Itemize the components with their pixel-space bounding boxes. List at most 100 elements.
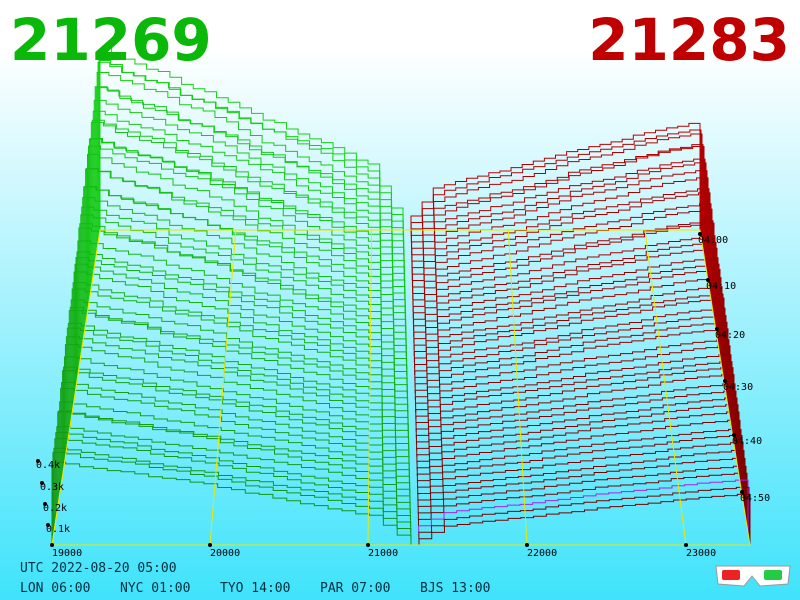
ask-depth-line — [417, 457, 746, 514]
price-label: 22000 — [527, 548, 557, 559]
bid-depth-line — [85, 168, 406, 325]
bid-depth-line — [64, 344, 410, 457]
bid-depth-line — [96, 71, 404, 249]
bid-depth-line — [82, 197, 407, 344]
bid-depth-line — [58, 410, 411, 501]
city-clock: LON 06:00 — [20, 581, 90, 596]
ask-depth-line — [411, 177, 709, 281]
bid-depth-line — [74, 263, 408, 394]
bid-depth-line — [91, 119, 405, 281]
ask-depth-line — [414, 297, 725, 382]
ask-depth-line — [417, 450, 745, 508]
city-clock: BJS 13:00 — [420, 581, 490, 596]
bid-depth-line — [59, 401, 411, 495]
ask-depth-line — [417, 428, 742, 489]
ask-depth-line — [415, 367, 734, 438]
bid-depth-line — [52, 451, 412, 539]
bid-price: 21269 — [10, 6, 212, 74]
ask-depth-line — [418, 486, 750, 539]
bid-depth-line — [61, 382, 410, 482]
bid-depth-line — [90, 121, 405, 287]
ask-depth-line — [413, 268, 721, 356]
city-clock: PAR 07:00 — [320, 581, 390, 596]
glasses-icon — [715, 565, 791, 587]
ask-depth-line — [418, 479, 749, 533]
bid-depth-line — [66, 327, 409, 445]
bid-depth-line — [94, 86, 405, 262]
ask-depth-line — [414, 328, 729, 407]
ask-depth-line — [411, 146, 705, 256]
price-grid-line — [507, 229, 528, 546]
ask-depth-line — [416, 411, 740, 476]
bid-depth-line — [93, 99, 405, 268]
time-tick — [723, 379, 727, 383]
bid-depth-line — [63, 356, 410, 464]
price-label: 20000 — [210, 548, 240, 559]
bid-depth-line — [99, 48, 404, 230]
time-label: 04:10 — [706, 281, 736, 292]
ask-depth-line — [411, 170, 708, 275]
ask-depth-line — [416, 383, 736, 451]
ask-depth-line — [414, 315, 727, 394]
bid-depth-line — [87, 153, 406, 312]
time-tick — [740, 490, 744, 494]
ask-depth-line — [410, 129, 702, 237]
ask-depth-line — [415, 361, 733, 432]
time-label: 04:20 — [715, 330, 745, 341]
bid-depth-line — [77, 240, 408, 375]
time-tick — [706, 278, 710, 282]
bid-depth-line — [87, 145, 406, 306]
time-label: 04:50 — [740, 493, 770, 504]
bid-depth-line — [78, 227, 408, 369]
ask-depth-line — [417, 465, 747, 520]
depth-label: 0.4k — [36, 460, 60, 471]
price-tick — [50, 543, 54, 547]
ask-price: 21283 — [588, 6, 790, 74]
ask-depth-line — [414, 307, 726, 388]
time-tick — [732, 433, 736, 437]
ask-depth-line — [410, 122, 701, 230]
ask-depth-line — [418, 493, 751, 545]
price-grid-line — [644, 229, 687, 546]
price-tick — [366, 543, 370, 547]
bid-depth-line — [73, 271, 408, 401]
ask-depth-line — [413, 241, 717, 331]
bid-depth-line — [81, 206, 407, 350]
bid-depth-line — [76, 251, 408, 382]
bid-depth-line — [88, 138, 406, 300]
ask-depth-line — [416, 390, 737, 457]
ask-depth-line — [417, 442, 744, 501]
bid-depth-line — [75, 257, 408, 388]
price-tick — [525, 543, 529, 547]
time-tick — [715, 327, 719, 331]
ask-depth-line — [417, 434, 743, 495]
ask-depth-line — [412, 220, 714, 312]
bid-depth-line — [67, 322, 409, 438]
bid-depth-line — [72, 282, 408, 407]
ask-depth-line — [418, 472, 748, 527]
price-tick — [208, 543, 212, 547]
time-label: 04:00 — [698, 235, 728, 246]
bid-depth-line — [56, 426, 411, 514]
ask-depth-line — [410, 133, 703, 243]
bid-depth-line — [60, 387, 411, 489]
time-label: 04:40 — [732, 436, 762, 447]
bid-depth-line — [62, 370, 410, 476]
ask-depth-line — [413, 277, 722, 363]
depth-tick — [46, 523, 50, 527]
ask-depth-line — [412, 208, 713, 306]
ask-depth-line — [416, 397, 738, 464]
bid-depth-line — [83, 186, 407, 338]
depth-label: 0.1k — [46, 524, 70, 535]
depth-lines — [51, 48, 751, 545]
bid-depth-line — [68, 310, 409, 432]
bid-depth-line — [63, 366, 410, 470]
ask-depth-line — [415, 374, 735, 445]
depth-tick — [40, 481, 44, 485]
bid-depth-line — [55, 432, 411, 520]
ask-depth-line — [416, 404, 739, 470]
ask-depth-line — [412, 203, 712, 300]
price-tick — [684, 543, 688, 547]
